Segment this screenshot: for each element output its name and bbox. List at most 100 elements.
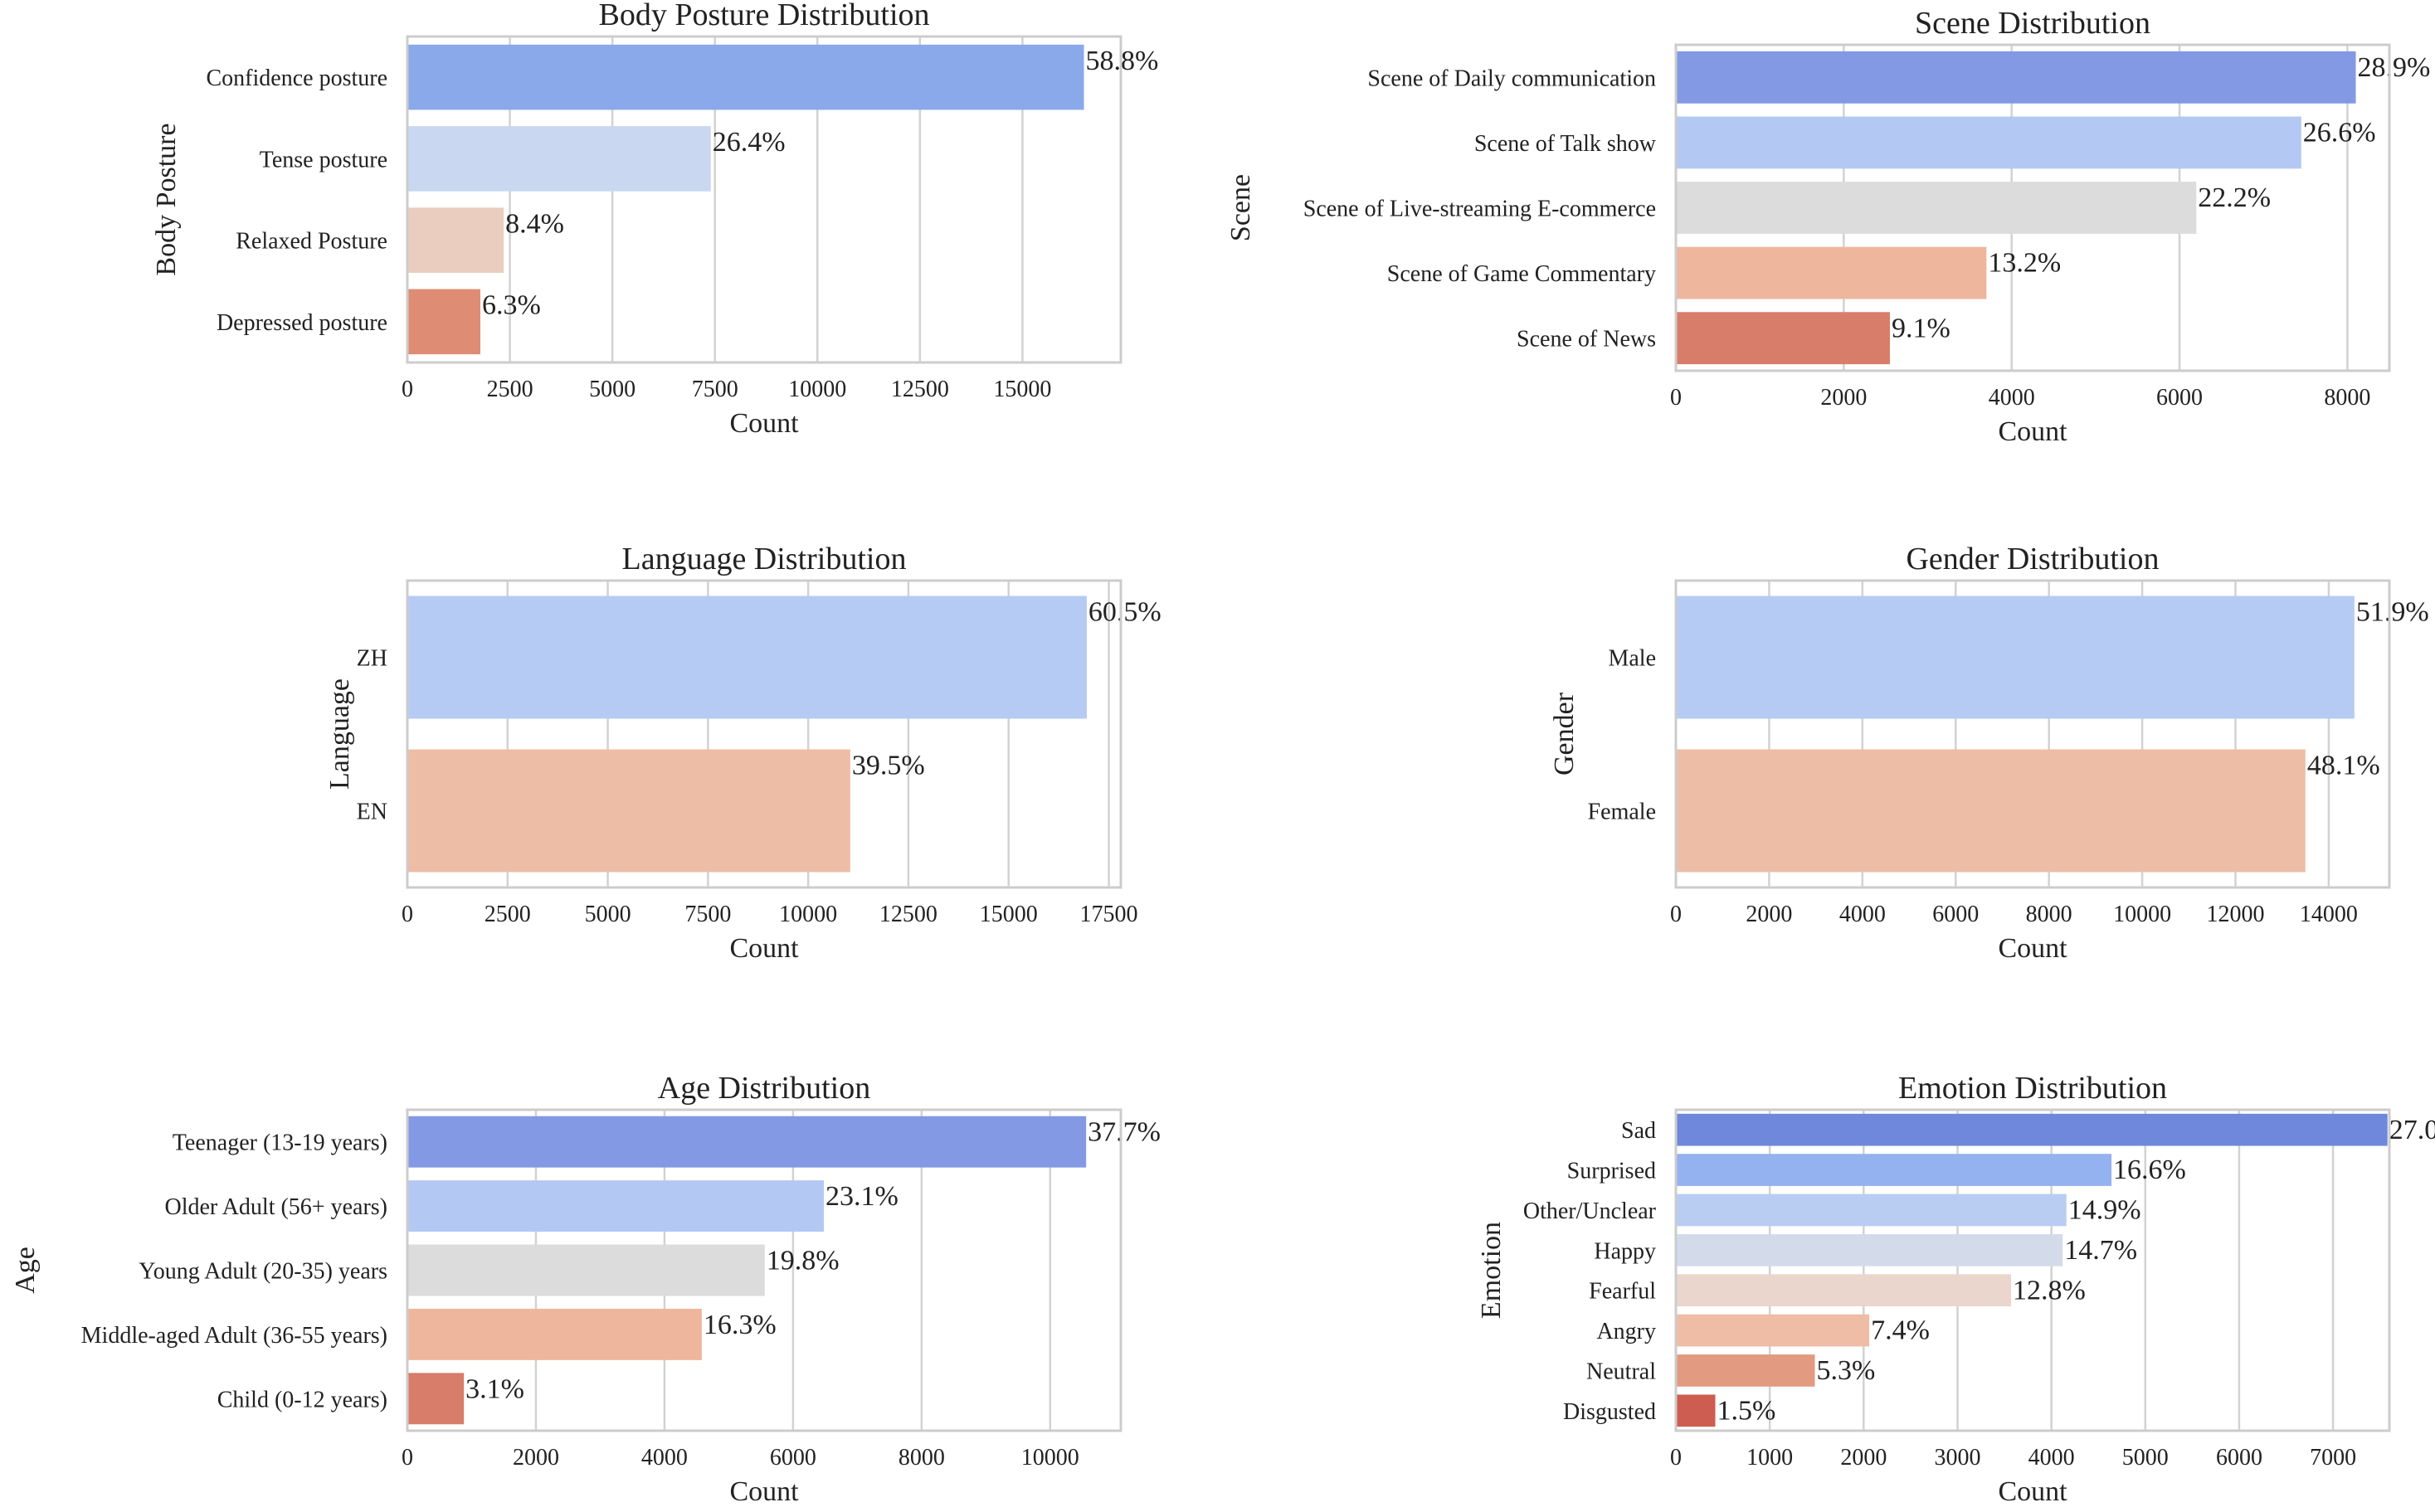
scene-xtick-label-2: 4000: [1989, 385, 2035, 411]
scene-category-label-1: Scene of Talk show: [1474, 131, 1657, 157]
language-y-axis-label: Language: [324, 678, 355, 790]
emotion-bar-0: [1676, 1113, 2388, 1146]
body-posture-category-label-0: Confidence posture: [207, 66, 388, 91]
body-posture-xtick-label-3: 7500: [692, 377, 738, 402]
age-category-label-2: Young Adult (20-35) years: [139, 1259, 387, 1285]
gender-xtick-label-1: 2000: [1746, 902, 1792, 927]
scene-data-label-2: 22.2%: [2198, 182, 2271, 213]
gender-xtick-label-0: 0: [1670, 902, 1682, 927]
body-posture-plot-frame: [406, 35, 1123, 364]
language-xtick-label-0: 0: [402, 902, 413, 927]
emotion-plot-frame: [1674, 1108, 2391, 1432]
scene-bar-2: [1676, 182, 2197, 234]
body-posture-category-label-3: Depressed posture: [217, 310, 387, 336]
emotion-category-label-6: Neutral: [1586, 1359, 1656, 1384]
body-posture-y-axis-label: Body Posture: [151, 123, 182, 275]
scene-plot-frame: [1674, 43, 2391, 372]
language-xtick-label-7: 17500: [1080, 902, 1138, 927]
emotion-category-label-3: Happy: [1594, 1238, 1656, 1264]
emotion-y-axis-label: Emotion: [1476, 1222, 1507, 1319]
age-bar-1: [407, 1180, 825, 1232]
emotion-data-label-6: 5.3%: [1816, 1355, 1875, 1386]
age-chart: Teenager (13-19 years) 37.7% Older Adult (…: [10, 1071, 1161, 1507]
emotion-chart-title: Emotion Distribution: [1898, 1071, 2167, 1106]
age-xtick-label-2: 4000: [641, 1445, 688, 1471]
emotion-category-label-2: Other/Unclear: [1523, 1198, 1657, 1224]
body-posture-bar-3: [407, 289, 480, 355]
body-posture-xtick-label-2: 5000: [589, 377, 636, 402]
language-x-axis-label: Count: [729, 933, 799, 964]
gender-data-label-0: 51.9%: [2356, 597, 2429, 628]
scene-xtick-label-4: 8000: [2324, 385, 2370, 411]
language-plot-frame: [406, 579, 1123, 889]
gender-xtick-label-4: 8000: [2026, 902, 2072, 927]
age-data-label-3: 16.3%: [704, 1310, 777, 1340]
gender-bar-1: [1676, 749, 2306, 873]
age-data-label-2: 19.8%: [767, 1246, 840, 1276]
scene-data-label-4: 9.1%: [1892, 313, 1950, 343]
scene-xtick-label-1: 2000: [1820, 385, 1867, 411]
scene-xtick-label-3: 6000: [2156, 385, 2203, 411]
body-posture-data-label-3: 6.3%: [482, 290, 541, 321]
gender-bar-0: [1676, 596, 2355, 719]
gender-chart-title: Gender Distribution: [1906, 542, 2159, 576]
emotion-category-label-1: Surprised: [1567, 1159, 1656, 1184]
age-category-label-3: Middle-aged Adult (36-55 years): [81, 1323, 387, 1349]
age-data-label-4: 3.1%: [465, 1373, 524, 1404]
age-xtick-label-3: 6000: [770, 1445, 816, 1471]
gender-chart: Male 51.9% Female 48.1% 0 2000 4000 6000 8000 100…: [1549, 542, 2428, 964]
scene-chart: Scene of Daily communication 28.9% Scene o…: [1225, 6, 2430, 447]
age-bar-2: [407, 1244, 765, 1296]
emotion-bar-5: [1676, 1314, 1870, 1347]
age-category-label-4: Child (0-12 years): [217, 1387, 387, 1412]
gender-xtick-label-5: 10000: [2113, 902, 2171, 927]
scene-chart-title: Scene Distribution: [1915, 6, 2150, 41]
emotion-bar-7: [1676, 1394, 1716, 1427]
emotion-data-label-3: 14.7%: [2064, 1235, 2137, 1266]
emotion-bar-2: [1676, 1194, 2067, 1227]
emotion-xtick-label-2: 2000: [1840, 1445, 1887, 1471]
age-xtick-label-0: 0: [402, 1445, 413, 1471]
emotion-data-label-5: 7.4%: [1871, 1315, 1930, 1346]
emotion-bar-6: [1676, 1354, 1815, 1387]
emotion-category-label-0: Sad: [1621, 1118, 1656, 1144]
scene-y-axis-label: Scene: [1225, 174, 1256, 241]
scene-category-label-0: Scene of Daily communication: [1367, 66, 1656, 91]
emotion-xtick-label-7: 7000: [2310, 1445, 2356, 1471]
gender-xtick-label-6: 12000: [2207, 902, 2265, 927]
gender-y-axis-label: Gender: [1549, 692, 1580, 775]
language-xtick-label-3: 7500: [684, 902, 731, 927]
language-xtick-label-2: 5000: [585, 902, 631, 927]
body-posture-xtick-label-1: 2500: [487, 377, 533, 402]
emotion-xtick-label-4: 4000: [2028, 1445, 2075, 1471]
emotion-category-label-4: Fearful: [1589, 1279, 1656, 1305]
emotion-chart: Sad 27.0% Surprised 16.6% Other/Unclear 14.9%…: [1476, 1071, 2435, 1507]
body-posture-bar-2: [407, 207, 504, 273]
scene-bar-3: [1676, 246, 1987, 299]
age-category-label-1: Older Adult (56+ years): [164, 1194, 387, 1220]
gender-xtick-label-3: 6000: [1932, 902, 1979, 927]
gender-x-axis-label: Count: [1998, 933, 2067, 964]
body-posture-category-label-2: Relaxed Posture: [236, 229, 387, 255]
language-bar-1: [407, 749, 850, 873]
emotion-xtick-label-5: 5000: [2122, 1445, 2169, 1471]
body-posture-category-label-1: Tense posture: [260, 147, 387, 173]
language-xtick-label-5: 12500: [879, 902, 937, 927]
age-chart-title: Age Distribution: [658, 1071, 870, 1106]
body-posture-xtick-label-5: 12500: [891, 377, 949, 402]
emotion-data-label-4: 12.8%: [2013, 1275, 2086, 1305]
body-posture-xtick-label-6: 15000: [993, 377, 1051, 402]
gender-category-label-0: Male: [1608, 646, 1656, 672]
age-plot-frame: [406, 1108, 1123, 1432]
scene-data-label-0: 28.9%: [2358, 52, 2431, 83]
body-posture-data-label-1: 26.4%: [713, 127, 786, 158]
emotion-bar-4: [1676, 1274, 2011, 1307]
scene-category-label-3: Scene of Game Commentary: [1387, 261, 1656, 287]
gender-xtick-label-7: 14000: [2300, 902, 2358, 927]
language-xtick-label-1: 2500: [485, 902, 531, 927]
language-bar-0: [407, 596, 1087, 719]
language-xtick-label-4: 10000: [779, 902, 837, 927]
age-xtick-label-4: 8000: [899, 1445, 945, 1471]
